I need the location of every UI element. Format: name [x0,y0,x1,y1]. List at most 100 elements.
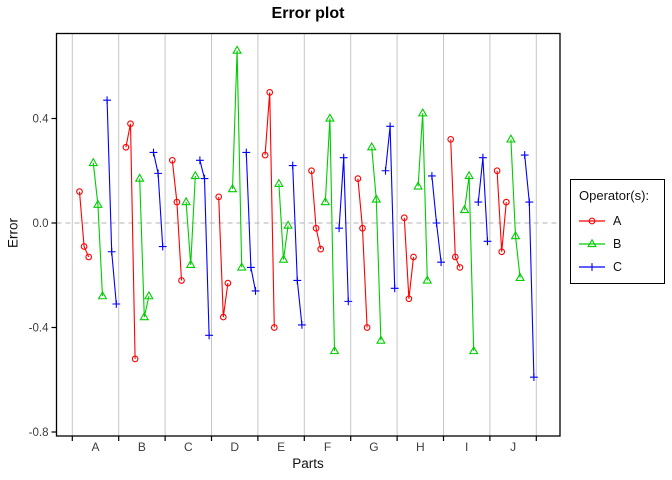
data-point-plus [251,287,260,295]
x-tick-label-A: A [91,440,99,454]
data-point-circle [359,224,366,232]
series-b-part-D [231,50,243,268]
data-point-circle [219,313,227,321]
series-b-part-C [185,175,196,265]
series-operator-a [76,89,510,363]
series-a-part-D [218,196,229,318]
y-axis-title: Error [5,218,21,248]
data-point-plus [437,258,445,267]
series-c-part-H [431,175,442,263]
series-b-part-G [371,147,382,341]
data-point-plus [205,331,213,340]
data-point-triangle [97,290,108,300]
data-point-plus [103,96,111,105]
data-point-plus [242,148,251,157]
data-point-circle [127,120,134,128]
data-point-triangle [274,178,284,187]
legend-entry-operator-c: C [571,255,664,278]
series-b-part-B [139,178,150,318]
legend-entry-operator-b: B [571,232,664,255]
data-point-circle [400,214,408,222]
data-point-circle [447,136,455,143]
chart-title: Error plot [271,5,345,22]
y-tick-label: 0.0 [33,218,49,230]
data-point-plus [112,300,121,308]
x-tick-label-D: D [230,440,239,454]
legend-entry-operator-a: A [571,209,664,232]
data-point-plus [432,219,441,227]
data-point-plus [154,169,162,178]
data-point-plus [344,297,353,306]
data-point-triangle [278,254,289,263]
data-point-triangle [459,204,470,214]
y-tick-label: 0.4 [33,114,50,126]
series-operator-c [103,96,538,382]
data-point-circle [456,264,464,271]
data-point-plus [200,174,209,183]
data-point-triangle [515,272,525,282]
data-point-triangle [181,196,191,206]
data-point-triangle [236,262,247,271]
data-point-circle [270,324,278,331]
data-point-triangle [376,335,386,344]
data-point-circle [122,143,130,151]
data-point-plus [474,198,483,206]
data-point-circle [215,193,223,201]
data-point-plus [247,263,255,272]
data-point-circle [451,253,459,261]
data-point-circle [173,198,181,206]
data-point-triangle [88,157,99,167]
data-point-circle [131,355,139,363]
legend: Operator(s): A B C [570,179,665,284]
data-point-triangle [366,141,377,151]
data-point-circle [168,156,176,164]
data-point-plus [293,276,302,285]
series-b-part-F [324,118,336,352]
series-operator-b [88,45,525,355]
data-point-triangle [325,113,335,122]
x-tick-label-J: J [510,440,516,454]
data-point-circle [308,167,315,175]
series-c-part-F [338,157,349,302]
y-tick-label: -0.4 [29,323,49,335]
data-point-circle [178,277,185,284]
data-point-triangle [329,345,340,355]
data-point-circle [317,245,325,253]
data-point-triangle [413,181,423,190]
data-point-plus [339,153,348,162]
data-point-circle [363,324,371,331]
data-point-triangle [139,311,150,321]
data-point-triangle [93,199,103,208]
x-tick-label-F: F [324,440,331,454]
data-point-plus [530,373,538,382]
data-point-triangle [506,134,516,143]
part-gridlines [71,33,537,436]
data-point-circle [493,167,501,175]
data-point-plus [149,148,158,157]
data-point-circle [76,188,83,195]
legend-title: Operator(s): [579,188,650,203]
x-tick-label-E: E [277,440,285,454]
data-point-triangle [417,107,428,117]
data-point-circle [85,253,93,261]
series-c-part-A [106,100,117,305]
x-tick-label-H: H [416,440,425,454]
series-b-part-I [463,175,475,352]
series-a-part-I [450,139,461,268]
data-point-circle [502,198,510,206]
data-point-plus [288,161,297,170]
series-a-part-F [310,170,322,250]
blue-plus-line-icon [579,262,605,271]
x-tick-label-G: G [369,440,378,454]
series-c-part-I [477,157,489,242]
data-point-triangle [283,220,293,229]
series-c-part-E [292,165,303,325]
data-point-plus [479,153,487,162]
data-point-plus [520,151,529,159]
data-point-triangle [422,275,433,284]
legend-label-c: C [613,259,623,274]
series-a-part-C [171,160,183,281]
data-point-triangle [371,194,382,203]
